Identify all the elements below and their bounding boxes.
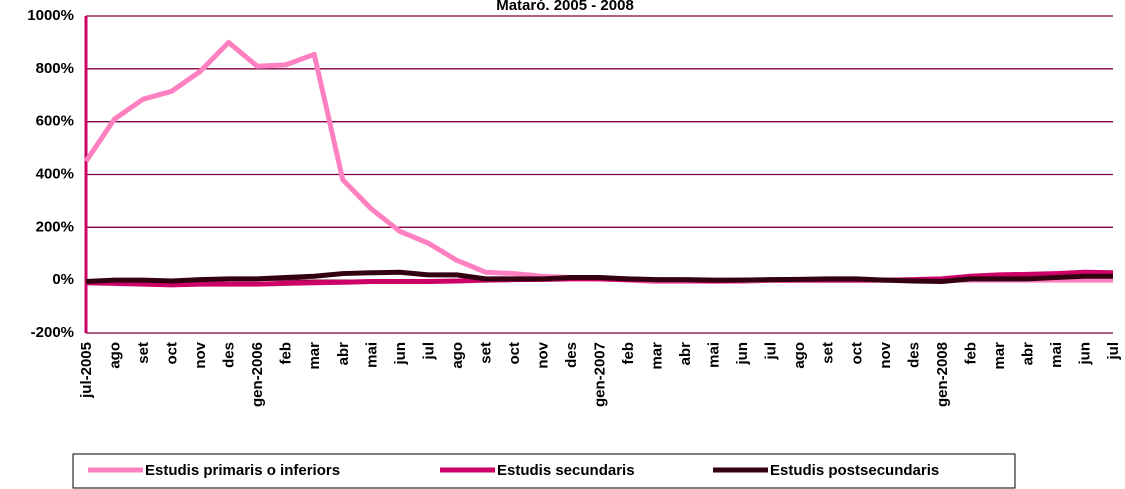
x-tick-label: abr	[677, 342, 694, 366]
x-tick-label: feb	[278, 342, 295, 365]
x-tick-label: jun	[1076, 342, 1093, 366]
x-tick-label: nov	[534, 341, 551, 368]
x-tick-label: mar	[306, 342, 323, 370]
x-tick-label: mar	[649, 342, 666, 370]
x-tick-label: set	[135, 342, 152, 364]
x-tick-label: des	[563, 342, 580, 368]
x-tick-label: jul	[420, 342, 437, 361]
x-tick-label: des	[905, 342, 922, 368]
series-line	[85, 269, 1113, 284]
x-tick-label: abr	[1019, 342, 1036, 366]
x-tick-label: mai	[1048, 342, 1065, 368]
x-tick-label: oct	[164, 342, 181, 365]
x-tick-label: oct	[848, 342, 865, 365]
y-tick-label: 1000%	[27, 7, 74, 24]
x-tick-label: oct	[506, 342, 523, 365]
y-tick-label: 800%	[36, 60, 74, 77]
y-tick-label: 0%	[52, 271, 74, 288]
series-line	[83, 39, 1113, 284]
x-tick-label: jul	[1105, 342, 1122, 361]
x-tick-label: feb	[962, 342, 979, 365]
x-tick-label: ago	[791, 342, 808, 369]
x-tick-label: gen-2008	[934, 342, 951, 407]
x-tick-label: ago	[449, 342, 466, 369]
legend-label: Estudis primaris o inferiors	[145, 462, 340, 479]
y-tick-label: 600%	[36, 113, 74, 130]
legend-box	[72, 453, 1016, 489]
x-tick-label: nov	[192, 341, 209, 368]
x-tick-label: jun	[392, 342, 409, 366]
x-tick-label: jul-2005	[78, 342, 95, 399]
y-tick-label: 200%	[36, 218, 74, 235]
x-tick-label: abr	[335, 342, 352, 366]
x-tick-label: mai	[363, 342, 380, 368]
y-tick-label: -200%	[31, 324, 74, 341]
x-tick-label: feb	[620, 342, 637, 365]
x-tick-label: set	[820, 342, 837, 364]
x-tick-label: ago	[107, 342, 124, 369]
legend-label: Estudis secundaris	[497, 462, 635, 479]
legend-label: Estudis postsecundaris	[770, 462, 939, 479]
x-tick-label: jul	[763, 342, 780, 361]
y-tick-label: 400%	[36, 165, 74, 182]
x-tick-label: nov	[877, 341, 894, 368]
x-tick-label: gen-2006	[249, 342, 266, 407]
x-tick-label: gen-2007	[592, 342, 609, 407]
chart-title: Mataró. 2005 - 2008	[496, 0, 634, 14]
x-tick-label: jun	[734, 342, 751, 366]
x-tick-label: des	[221, 342, 238, 368]
x-tick-label: mar	[991, 342, 1008, 370]
x-tick-label: mai	[706, 342, 723, 368]
x-tick-label: set	[477, 342, 494, 364]
